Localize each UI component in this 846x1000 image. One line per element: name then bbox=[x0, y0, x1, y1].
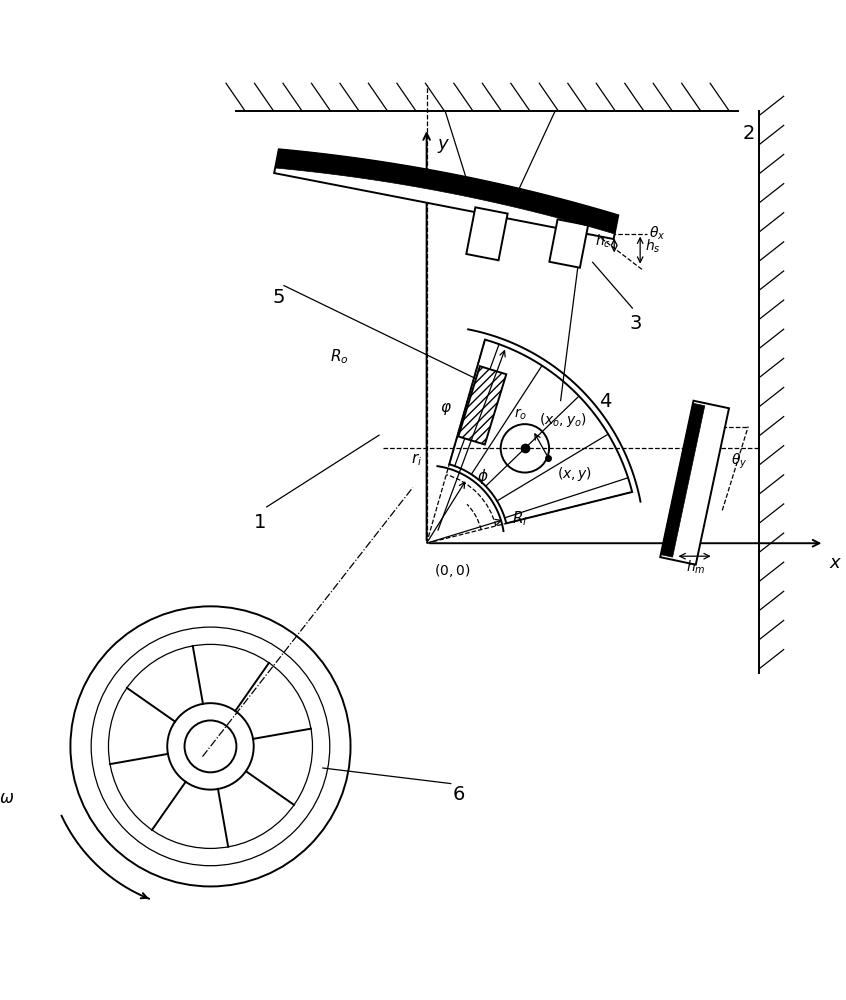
Text: $R_o$: $R_o$ bbox=[330, 348, 349, 366]
Text: 3: 3 bbox=[629, 314, 642, 333]
Text: $\varphi$: $\varphi$ bbox=[440, 401, 452, 417]
Text: 4: 4 bbox=[600, 392, 612, 411]
Text: $h_c$: $h_c$ bbox=[596, 232, 611, 250]
Text: $(x, y)$: $(x, y)$ bbox=[557, 465, 592, 483]
Text: $\theta_x$: $\theta_x$ bbox=[649, 225, 665, 242]
Text: 5: 5 bbox=[272, 288, 285, 307]
Polygon shape bbox=[274, 149, 618, 239]
Text: $r_i$: $r_i$ bbox=[411, 452, 422, 468]
Text: $(x_o, y_o)$: $(x_o, y_o)$ bbox=[539, 411, 586, 429]
Polygon shape bbox=[459, 366, 506, 445]
Text: 6: 6 bbox=[453, 785, 465, 804]
Polygon shape bbox=[660, 401, 729, 565]
Text: 1: 1 bbox=[254, 513, 266, 532]
Text: $\theta_y$: $\theta_y$ bbox=[731, 451, 747, 471]
Polygon shape bbox=[466, 207, 508, 260]
Text: $x$: $x$ bbox=[828, 554, 842, 572]
Text: $R_i$: $R_i$ bbox=[512, 510, 528, 528]
Polygon shape bbox=[449, 340, 632, 523]
Text: $h_s$: $h_s$ bbox=[645, 237, 661, 255]
Text: $h_m$: $h_m$ bbox=[686, 559, 706, 576]
Text: $r_o$: $r_o$ bbox=[514, 406, 528, 422]
Polygon shape bbox=[275, 149, 618, 234]
Text: $\phi$: $\phi$ bbox=[477, 467, 488, 486]
Text: $y$: $y$ bbox=[437, 137, 450, 155]
Circle shape bbox=[168, 703, 254, 790]
Text: 2: 2 bbox=[742, 124, 755, 143]
Text: $\omega$: $\omega$ bbox=[0, 789, 14, 807]
Polygon shape bbox=[661, 403, 705, 557]
Polygon shape bbox=[549, 219, 588, 268]
Text: $(0, 0)$: $(0, 0)$ bbox=[433, 562, 470, 579]
